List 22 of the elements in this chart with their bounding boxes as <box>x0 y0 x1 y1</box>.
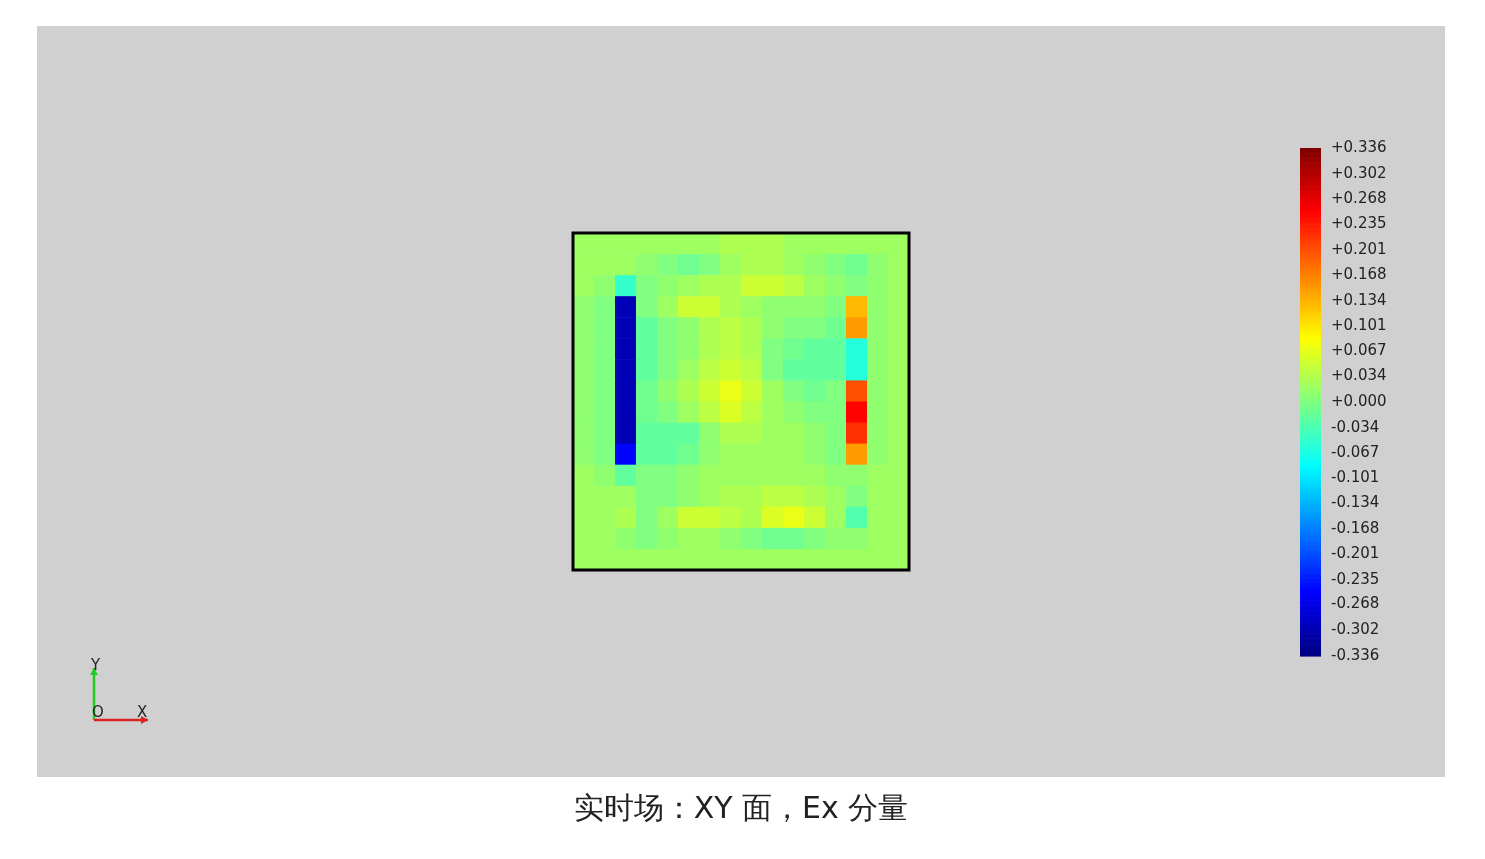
color-bar-label: +0.000 <box>1331 391 1387 410</box>
color-bar-label: -0.336 <box>1331 645 1380 664</box>
color-bar-label: +0.268 <box>1331 189 1387 208</box>
color-bar-label: +0.336 <box>1331 137 1387 156</box>
color-bar-label: -0.201 <box>1331 543 1380 562</box>
color-bar-label: -0.168 <box>1331 518 1380 537</box>
color-bar-label: +0.067 <box>1331 341 1387 360</box>
color-bar-label: +0.101 <box>1331 315 1387 334</box>
color-bar-label: -0.235 <box>1331 569 1380 588</box>
color-bar-label: +0.302 <box>1331 163 1387 182</box>
color-bar-label: +0.201 <box>1331 239 1387 258</box>
color-bar-label: +0.134 <box>1331 290 1387 309</box>
color-bar-label: -0.067 <box>1331 442 1380 461</box>
color-bar-label: -0.268 <box>1331 594 1380 613</box>
color-bar-label: -0.302 <box>1331 620 1380 639</box>
text: 实时场：XY 面，Ex 分量 <box>573 789 909 825</box>
color-bar-label: +0.235 <box>1331 214 1387 233</box>
color-bar-label: -0.034 <box>1331 417 1380 436</box>
color-bar-label: -0.134 <box>1331 493 1380 512</box>
color-bar-label: +0.168 <box>1331 264 1387 283</box>
color-bar-label: -0.101 <box>1331 468 1380 487</box>
color-bar-label: +0.034 <box>1331 366 1387 385</box>
